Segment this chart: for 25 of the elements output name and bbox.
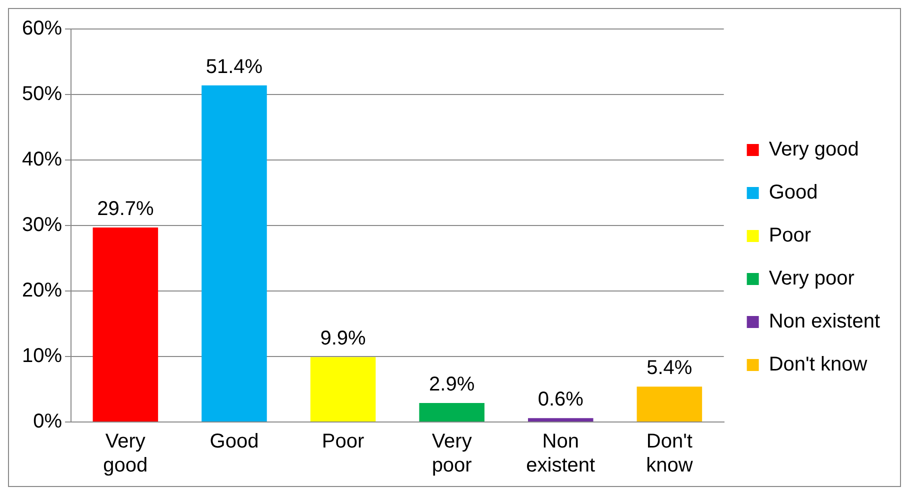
data-label: 51.4% [206, 56, 263, 78]
x-tick-label: Poor [322, 430, 364, 453]
y-tick-label: 20% [22, 280, 62, 302]
x-tick-label: Don't know [646, 430, 694, 477]
legend-label: Very good [768, 138, 859, 161]
y-tick-label: 50% [22, 83, 62, 106]
data-label: 0.6% [538, 388, 584, 411]
y-tick-label: 30% [22, 214, 62, 236]
legend-label: Very poor [768, 268, 855, 290]
data-label: 9.9% [320, 328, 366, 350]
legend-label: Non existent [768, 310, 880, 333]
data-label: 2.9% [429, 374, 475, 396]
data-label: 5.4% [646, 357, 692, 380]
x-tick-label: Non existent [526, 430, 596, 477]
legend-label: Don't know [768, 354, 868, 376]
y-tick-label: 40% [22, 148, 62, 171]
x-tick-label: Very poor [432, 430, 472, 477]
y-tick-label: 10% [22, 345, 62, 368]
y-tick-label: 60% [22, 18, 62, 40]
y-tick-label: 0% [33, 410, 62, 433]
x-tick-label: Very good [103, 430, 148, 477]
data-label: 29.7% [97, 198, 154, 220]
x-tick-label: Good [210, 430, 259, 453]
legend-label: Poor [768, 224, 812, 247]
legend-label: Good [768, 182, 818, 204]
